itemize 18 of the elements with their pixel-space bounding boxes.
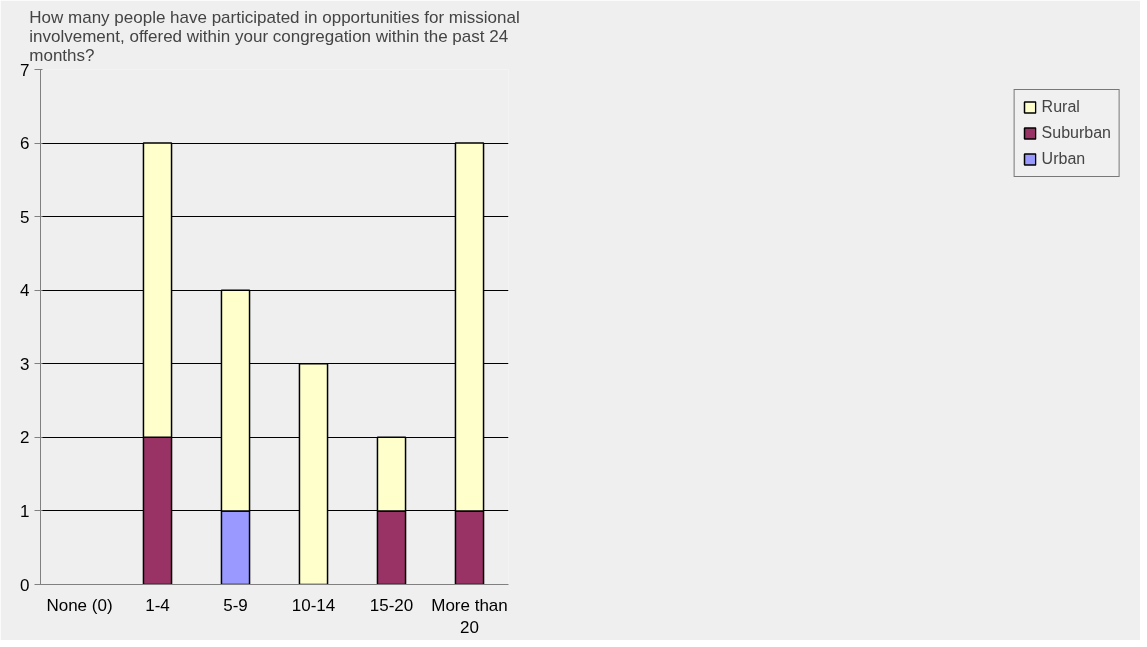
legend-label: Suburban [1041,124,1111,142]
y-tick-label: 2 [20,428,30,448]
x-tick-label: More than 20 [431,595,508,638]
y-tick-label: 0 [20,575,30,595]
y-tick-label: 7 [20,60,30,80]
legend-label: Rural [1041,98,1080,116]
y-tick-label: 3 [20,354,30,374]
x-tick-label: 1-4 [145,595,170,615]
x-tick-label: 10-14 [291,595,336,615]
x-tick-label: None (0) [46,595,113,615]
y-tick-label: 6 [20,134,30,154]
chart-title: How many people have participated in opportunities for missional involvement, offered within your congregation within the past 24 months? [29,7,520,65]
y-tick-label: 1 [20,501,30,521]
x-tick-label: 5-9 [223,595,248,615]
y-tick-label: 5 [20,207,30,227]
y-tick-label: 4 [20,281,30,301]
legend-label: Urban [1041,150,1086,168]
x-tick-label: 15-20 [369,595,414,615]
